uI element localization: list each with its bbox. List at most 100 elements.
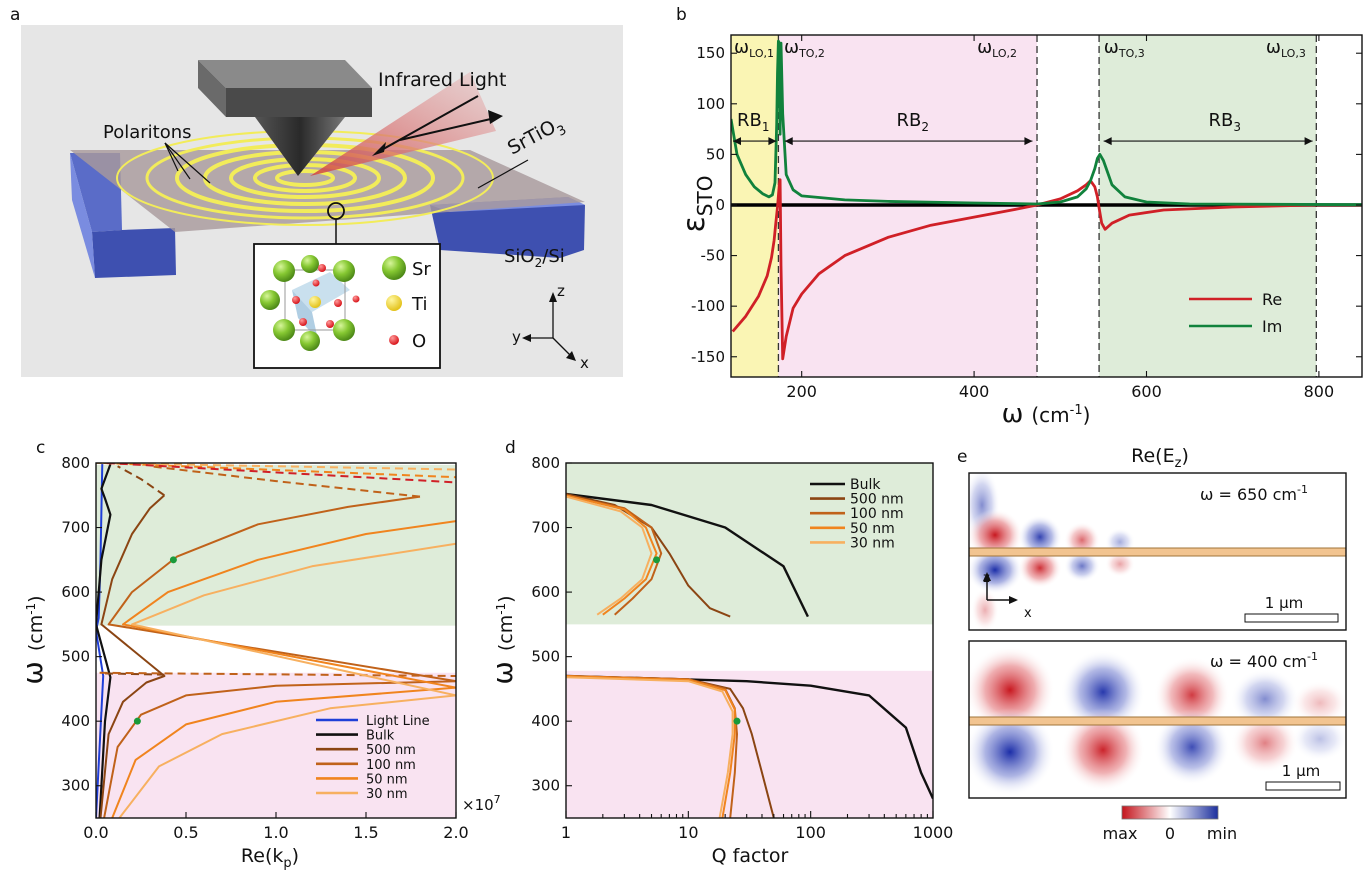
legend-500-nm: 500 nm	[366, 743, 416, 758]
axis-z-label: z	[983, 571, 990, 586]
band-green	[96, 464, 456, 626]
colorbar-max: max	[1103, 824, 1138, 843]
y-tick-label: 150	[696, 44, 725, 62]
mode-marker	[169, 556, 177, 564]
legend-100-nm: 100 nm	[366, 758, 416, 773]
field-map-650: ω = 650 cm-1 z x 1 μm	[968, 472, 1347, 631]
legend: Re Im	[1189, 290, 1282, 336]
legend-bulk: Bulk	[850, 477, 881, 493]
panel-label-e: e	[957, 447, 967, 467]
y-tick-label: 300	[531, 777, 560, 795]
scale-bar	[1244, 613, 1339, 623]
series-lines	[96, 463, 456, 818]
plot-frame	[565, 462, 934, 819]
band-edge-label: ωTO,3	[1104, 37, 1145, 60]
series-re	[731, 178, 1362, 361]
legend-50-nm: 50 nm	[850, 521, 895, 537]
rb-arrowhead	[733, 137, 741, 146]
band-pink	[566, 670, 933, 818]
y-tick-label: 500	[61, 648, 90, 666]
crystal-inset: Sr Ti O	[253, 243, 441, 369]
y-tick-label: -100	[691, 297, 725, 315]
mode-markers	[133, 556, 177, 725]
y-tick-label: 500	[531, 648, 560, 666]
label-infrared-light: Infrared Light	[378, 69, 506, 91]
y-tick-label: 700	[531, 519, 560, 537]
scale-bar-label: 1 μm	[1265, 594, 1303, 612]
rb-label: RB3	[1209, 110, 1242, 134]
legend-30-nm: 30 nm	[366, 787, 408, 802]
panel-e: e Re(Ez) ω = 650 cm-1	[957, 445, 1347, 843]
x-axis-label: ω (cm-1)	[1002, 399, 1091, 429]
panel-label-b: b	[676, 5, 687, 25]
field-map-400: ω = 400 cm-1 1 μm	[968, 640, 1347, 799]
series-100-nm-dashed	[149, 465, 421, 498]
rb-arrowhead	[1304, 137, 1313, 146]
series-bulk	[96, 463, 112, 818]
legend-light-line: Light Line	[366, 714, 430, 729]
panel-label-a: a	[10, 5, 20, 25]
x-tick-label: 800	[1304, 382, 1335, 401]
series-500-nm-dashed	[104, 672, 165, 676]
x-tick-label: 0.5	[173, 823, 198, 842]
series-30-nm	[566, 676, 734, 818]
arrowhead	[488, 110, 503, 124]
rb-arrowhead	[1024, 137, 1033, 146]
series-100-nm-dashed	[99, 671, 456, 677]
panel-e-title: Re(Ez)	[1131, 445, 1189, 471]
rb-arrowhead	[1103, 137, 1112, 146]
band-edge-label: ωLO,1	[734, 37, 774, 60]
mode-marker	[733, 717, 741, 725]
polariton-rings	[116, 130, 494, 226]
scale-bar-label: 1 μm	[1282, 762, 1320, 780]
freq-label-400: ω = 400 cm-1	[1210, 650, 1318, 671]
freq-label-650: ω = 650 cm-1	[1200, 483, 1308, 504]
rb-label: RB2	[897, 110, 930, 134]
axis-x-label: x	[1024, 606, 1032, 621]
x-tick-label: 200	[786, 382, 817, 401]
legend-sr: Sr	[412, 259, 431, 280]
panel-a: a	[10, 5, 623, 377]
legend-50-nm: 50 nm	[366, 772, 408, 787]
legend-sr-icon	[382, 256, 406, 280]
legend-re: Re	[1262, 290, 1282, 309]
x-tick-label: 1.0	[263, 823, 288, 842]
series-50-nm	[566, 494, 658, 616]
x-tick-label: 2.0	[443, 823, 468, 842]
axis-y-label: y	[512, 328, 521, 346]
y-tick-label: 700	[61, 519, 90, 537]
series-bulk	[566, 492, 809, 618]
series-bulk	[566, 674, 933, 800]
y-tick-label: 100	[696, 95, 725, 113]
rb-label: RB1	[737, 110, 770, 134]
series-red-dash-dashed	[106, 463, 456, 484]
x-tick-label: 0.0	[83, 823, 108, 842]
series-30-nm	[118, 542, 456, 818]
beam-arrow-in	[377, 95, 479, 153]
x-axis-label: Re(kp)	[241, 845, 299, 871]
x-tick-label: 1000	[913, 823, 954, 842]
y-tick-label: 800	[531, 454, 560, 472]
beam-arrow-out	[399, 117, 496, 141]
band-edge-label: ωTO,2	[784, 37, 825, 60]
scale-bar	[1265, 781, 1341, 791]
axis-triad	[522, 292, 576, 361]
y-tick-label: 50	[706, 145, 725, 163]
plot-frame	[730, 34, 1363, 378]
panel-label-d: d	[505, 438, 516, 458]
band-regions	[96, 464, 456, 818]
legend-bulk: Bulk	[366, 729, 395, 744]
series-light-line	[96, 463, 105, 818]
x-tick-label: 1.5	[353, 823, 378, 842]
mode-marker	[653, 556, 661, 564]
panel-c: c 0.0 0.5 1.0 1.5 2.0 300 400 500 600 700 800 ×107…	[16, 438, 501, 871]
pointer-line	[477, 159, 529, 189]
legend-30-nm: 30 nm	[850, 535, 895, 551]
legend-500-nm: 500 nm	[850, 492, 904, 508]
series-500-nm	[566, 493, 731, 618]
colorbar	[1121, 805, 1219, 820]
legend-ti-icon	[386, 295, 402, 311]
legend-100-nm: 100 nm	[850, 506, 904, 522]
